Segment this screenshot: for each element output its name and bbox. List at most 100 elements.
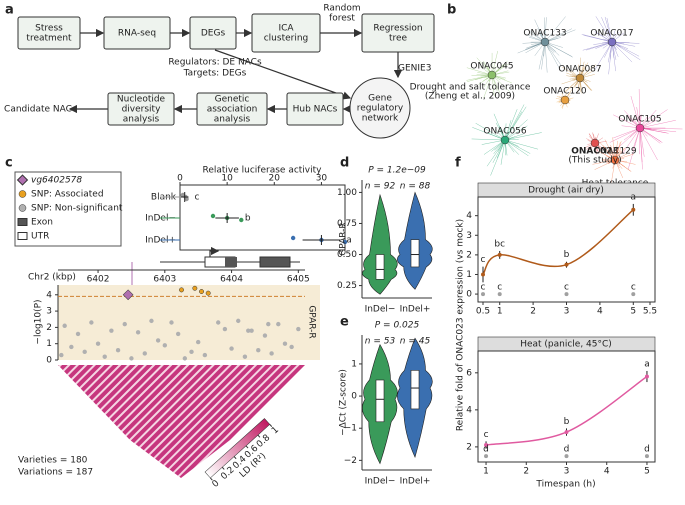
step-label: Candidate NAC (4, 105, 72, 115)
network-edge (639, 119, 676, 129)
network-edge (492, 139, 506, 163)
network-edge (639, 127, 683, 130)
network-edge (466, 67, 493, 76)
x-tick-label: InDel+ (400, 305, 431, 315)
x-tick-label: 4 (604, 467, 610, 477)
node-annotation: (This study) (568, 156, 621, 166)
snp (102, 354, 107, 359)
facet-title: Heat (panicle, 45°C) (520, 340, 612, 350)
legend-marker (16, 174, 29, 186)
y-axis-label: Relative fold of ONAC023 expression (vs … (456, 219, 466, 431)
network-edge (639, 127, 658, 161)
panel-label: e (340, 315, 349, 330)
tick (233, 456, 237, 460)
network-edge (586, 41, 613, 51)
chart-title: P = 1.2e−09 (368, 166, 426, 176)
network-node (610, 155, 620, 165)
snp (296, 326, 301, 332)
snp (175, 331, 181, 337)
letter: bc (494, 239, 505, 249)
snp (266, 321, 271, 327)
network-edge (541, 41, 546, 70)
colorbar-tick: 1 (270, 425, 281, 436)
n-label: n = 45 (400, 337, 431, 347)
snp (149, 318, 154, 324)
step-label: Gene (368, 94, 392, 104)
y-axis-label: GPAR-R (339, 222, 349, 255)
x-tick-label: 6402 (87, 275, 110, 285)
network-edge (544, 28, 573, 43)
network-edge (475, 122, 506, 141)
snp (289, 344, 294, 350)
network-edge (639, 127, 663, 143)
snp (189, 349, 194, 355)
box (375, 254, 385, 280)
node-label: ONAC129 (593, 147, 637, 157)
snp (276, 321, 281, 327)
network-edge (639, 127, 645, 157)
ld-note: Variations = 187 (18, 468, 93, 478)
node-label: ONAC105 (618, 115, 661, 125)
point (239, 217, 244, 223)
x-tick-label: 5.5 (643, 307, 657, 317)
step-label: treatment (26, 34, 72, 44)
step-box (196, 92, 268, 126)
network-node (575, 73, 585, 83)
letter: c (484, 430, 489, 440)
letter: c (564, 283, 569, 293)
snp (75, 331, 81, 337)
node-label: ONAC056 (483, 127, 527, 137)
legend-marker (18, 204, 27, 212)
ld-note: Varieties = 180 (18, 456, 88, 466)
box (375, 379, 385, 423)
step-label: Stress (35, 24, 63, 34)
network-edge (613, 127, 641, 139)
x-tick-label: 5 (644, 467, 650, 477)
edge-label: Random (323, 4, 360, 14)
step-box (361, 13, 435, 53)
network-edge (611, 41, 640, 44)
point (564, 292, 569, 297)
snp (162, 343, 168, 348)
network-edge (544, 41, 562, 66)
colorbar (204, 418, 271, 479)
edge-label: Regulators: DE NACs (168, 58, 262, 68)
step-label: analysis (214, 115, 251, 125)
snp (195, 339, 201, 345)
tick (221, 466, 225, 470)
step-label: DEGs (201, 29, 226, 39)
x-axis-label: Timespan (h) (535, 480, 595, 490)
snp (269, 351, 274, 356)
violin (362, 193, 398, 295)
legend-marker (17, 232, 28, 240)
network-edge (609, 127, 641, 143)
x-tick-label: 3 (564, 307, 570, 317)
snp (246, 328, 251, 333)
step-label: Nucleotide (117, 95, 166, 105)
step-label: ICA (278, 24, 294, 34)
x-tick-label: 6404 (220, 275, 243, 285)
y-tick-label: 1 (466, 270, 472, 280)
legend-label: Exon (31, 218, 53, 228)
network-edge (504, 119, 528, 141)
x-tick-label: 6405 (287, 275, 310, 285)
snp (249, 328, 254, 333)
y-tick-label: 2 (466, 442, 472, 452)
point (564, 454, 569, 459)
network-edge (544, 16, 566, 43)
network-edge (544, 41, 562, 72)
step-label: Regression (373, 24, 422, 34)
line (482, 209, 634, 275)
network-edge (504, 139, 531, 154)
point (481, 272, 486, 277)
point (481, 292, 486, 297)
facet-title: Drought (air dry) (528, 186, 604, 196)
y-tick-label: 4 (46, 290, 52, 300)
snp (129, 356, 134, 361)
step-label: Genetic (215, 95, 250, 105)
n-label: n = 92 (365, 182, 396, 192)
network-edge (504, 139, 529, 157)
ld-heatmap (58, 365, 305, 478)
y-tick-label: 0 (46, 356, 52, 366)
